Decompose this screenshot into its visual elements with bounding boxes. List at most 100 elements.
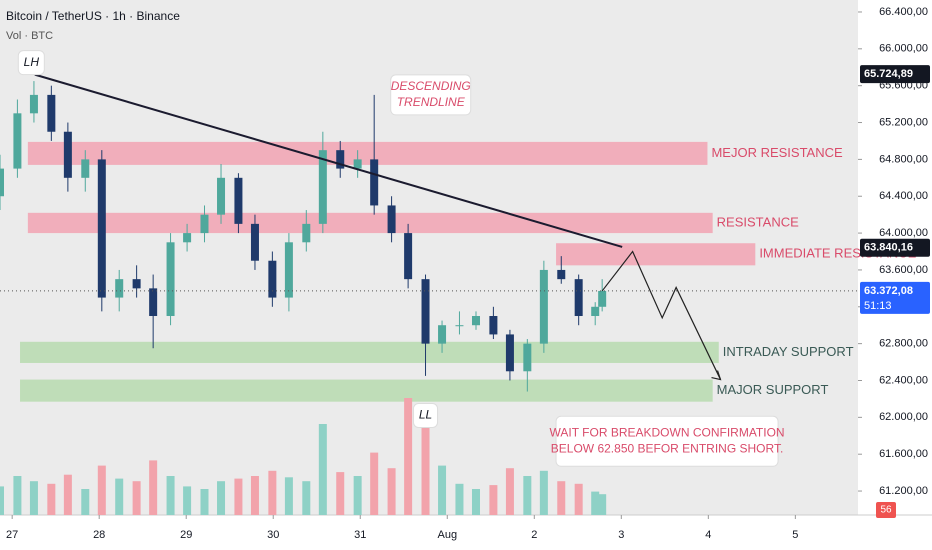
volume-bar bbox=[421, 411, 430, 515]
x-tick-label: 3 bbox=[618, 529, 624, 541]
volume-bar bbox=[318, 424, 327, 515]
candle-body bbox=[404, 233, 413, 280]
y-tick-label: 61.600,00 bbox=[879, 448, 928, 460]
volume-bar bbox=[234, 478, 243, 515]
candle-body bbox=[13, 113, 22, 169]
y-tick-label: 64.400,00 bbox=[879, 190, 928, 202]
time-axis-bg bbox=[0, 515, 858, 550]
volume-bar bbox=[166, 476, 175, 515]
volume-bar bbox=[29, 481, 38, 515]
volume-bar bbox=[132, 481, 141, 515]
volume-bar bbox=[284, 477, 293, 515]
candle-body bbox=[302, 223, 311, 243]
y-tick-label: 64.800,00 bbox=[879, 153, 928, 165]
candle-body bbox=[29, 94, 38, 114]
volume-bar bbox=[336, 472, 345, 515]
volume-bar bbox=[200, 489, 209, 515]
arrow-head bbox=[711, 370, 722, 381]
candle-body bbox=[200, 214, 209, 234]
y-tick-label: 62.800,00 bbox=[879, 338, 928, 350]
x-tick-label: 28 bbox=[93, 529, 105, 541]
candle-body bbox=[438, 325, 447, 344]
volume-bar bbox=[370, 452, 379, 515]
zone bbox=[27, 141, 708, 165]
candle-body bbox=[284, 242, 293, 298]
price-badge bbox=[860, 65, 930, 84]
x-tick-label: 2 bbox=[531, 529, 537, 541]
candle-body bbox=[234, 177, 243, 224]
volume-bar bbox=[183, 486, 192, 515]
candle-body bbox=[336, 150, 345, 169]
candle-body bbox=[489, 316, 498, 335]
volume-bar bbox=[250, 476, 259, 515]
candle-body bbox=[149, 288, 158, 317]
volume-bar bbox=[489, 485, 498, 515]
candle-body bbox=[557, 269, 566, 280]
volume-bar bbox=[523, 476, 532, 515]
x-tick-label: 29 bbox=[180, 529, 192, 541]
y-tick-label: 63.600,00 bbox=[879, 264, 928, 276]
candle-body bbox=[268, 260, 277, 298]
price-badge bbox=[860, 238, 930, 257]
volume-bar bbox=[97, 465, 106, 515]
volume-badge-label: 56 bbox=[880, 505, 892, 516]
trendline bbox=[34, 73, 623, 248]
zone bbox=[20, 379, 713, 402]
price-badge-label: 63.840,16 bbox=[864, 242, 913, 254]
volume-bar bbox=[438, 465, 447, 515]
x-tick-label: Aug bbox=[437, 529, 457, 541]
price-badge-label: 63.372,08 bbox=[864, 285, 913, 297]
annotation-box bbox=[17, 50, 45, 76]
volume-bar bbox=[455, 483, 464, 515]
annotation-box bbox=[555, 415, 779, 467]
annotation-box bbox=[390, 74, 472, 116]
annotation: WAIT FOR BREAKDOWN CONFIRMATION BELOW 62.… bbox=[549, 425, 784, 455]
annotation: LL bbox=[419, 408, 432, 422]
annotation-box bbox=[413, 403, 439, 429]
volume-bar bbox=[574, 483, 583, 515]
price-badge-label: 65.724,89 bbox=[864, 68, 913, 80]
x-tick-label: 5 bbox=[792, 529, 798, 541]
annotation: DESCENDING TRENDLINE bbox=[391, 79, 471, 109]
volume-badge bbox=[876, 502, 896, 518]
candle-body bbox=[421, 279, 430, 344]
price-badge bbox=[860, 281, 930, 314]
candle-body bbox=[318, 150, 327, 224]
y-tick-label: 66.400,00 bbox=[879, 6, 928, 18]
zone bbox=[20, 341, 719, 363]
y-tick-label: 65.200,00 bbox=[879, 116, 928, 128]
price-axis-bg bbox=[858, 0, 932, 550]
x-tick-label: 27 bbox=[6, 529, 18, 541]
candle-body bbox=[115, 279, 124, 298]
candle-body bbox=[505, 334, 514, 372]
candle-body bbox=[471, 316, 480, 326]
x-tick-label: 31 bbox=[354, 529, 366, 541]
volume-bar bbox=[13, 476, 22, 515]
candle-body bbox=[217, 177, 226, 215]
volume-bar bbox=[591, 491, 600, 515]
candle-body bbox=[250, 223, 259, 261]
volume-bar bbox=[0, 486, 4, 515]
zone-label: RESISTANCE bbox=[717, 214, 799, 229]
zone bbox=[27, 212, 713, 234]
y-tick-label: 61.200,00 bbox=[879, 485, 928, 497]
annotation: LH bbox=[24, 55, 40, 69]
y-tick-label: 66.000,00 bbox=[879, 43, 928, 55]
volume-bar bbox=[353, 476, 362, 515]
x-tick-label: 4 bbox=[705, 529, 711, 541]
volume-bar bbox=[217, 481, 226, 515]
candle-body bbox=[183, 233, 192, 243]
x-tick-label: 30 bbox=[267, 529, 279, 541]
candle-body bbox=[539, 269, 548, 344]
candle-body bbox=[81, 159, 90, 178]
volume-bar bbox=[115, 478, 124, 515]
volume-bar bbox=[302, 481, 311, 515]
candle-body bbox=[353, 159, 362, 169]
candle-body bbox=[0, 168, 4, 197]
candle-body bbox=[370, 159, 379, 206]
candle-body bbox=[598, 290, 607, 307]
volume-bar bbox=[539, 470, 548, 515]
volume-bar bbox=[471, 489, 480, 515]
y-tick-label: 62.400,00 bbox=[879, 374, 928, 386]
